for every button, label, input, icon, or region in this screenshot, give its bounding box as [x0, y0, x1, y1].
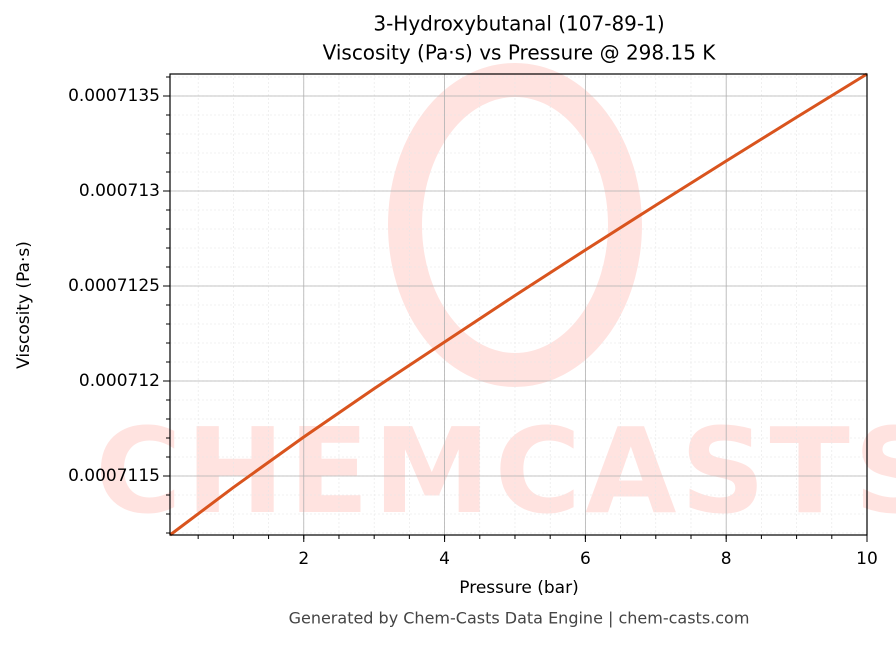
line [169, 72, 868, 537]
x-tick-label: 2 [298, 549, 309, 569]
y-tick-label: 0.0007135 [68, 86, 160, 106]
x-tick-label: 10 [856, 549, 878, 569]
y-tick-label: 0.0007125 [68, 276, 160, 296]
plot-frame [169, 73, 868, 536]
watermark: CHEMCASTS [95, 402, 896, 540]
y-axis-label: Viscosity (Pa·s) [14, 241, 34, 369]
footer: Generated by Chem-Casts Data Engine | ch… [289, 609, 750, 628]
y-tick-label: 0.000713 [79, 181, 160, 201]
x-tick-label: 6 [580, 549, 591, 569]
x-axis-label: Pressure (bar) [459, 578, 578, 598]
x-tick-label: 4 [439, 549, 450, 569]
chart-title: 3-Hydroxybutanal (107-89-1) [373, 12, 664, 36]
chart-subtitle: Viscosity (Pa·s) vs Pressure @ 298.15 K [323, 41, 717, 65]
y-tick-label: 0.0007115 [68, 466, 160, 486]
x-tick-label: 8 [721, 549, 732, 569]
y-tick-label: 0.000712 [79, 371, 160, 391]
